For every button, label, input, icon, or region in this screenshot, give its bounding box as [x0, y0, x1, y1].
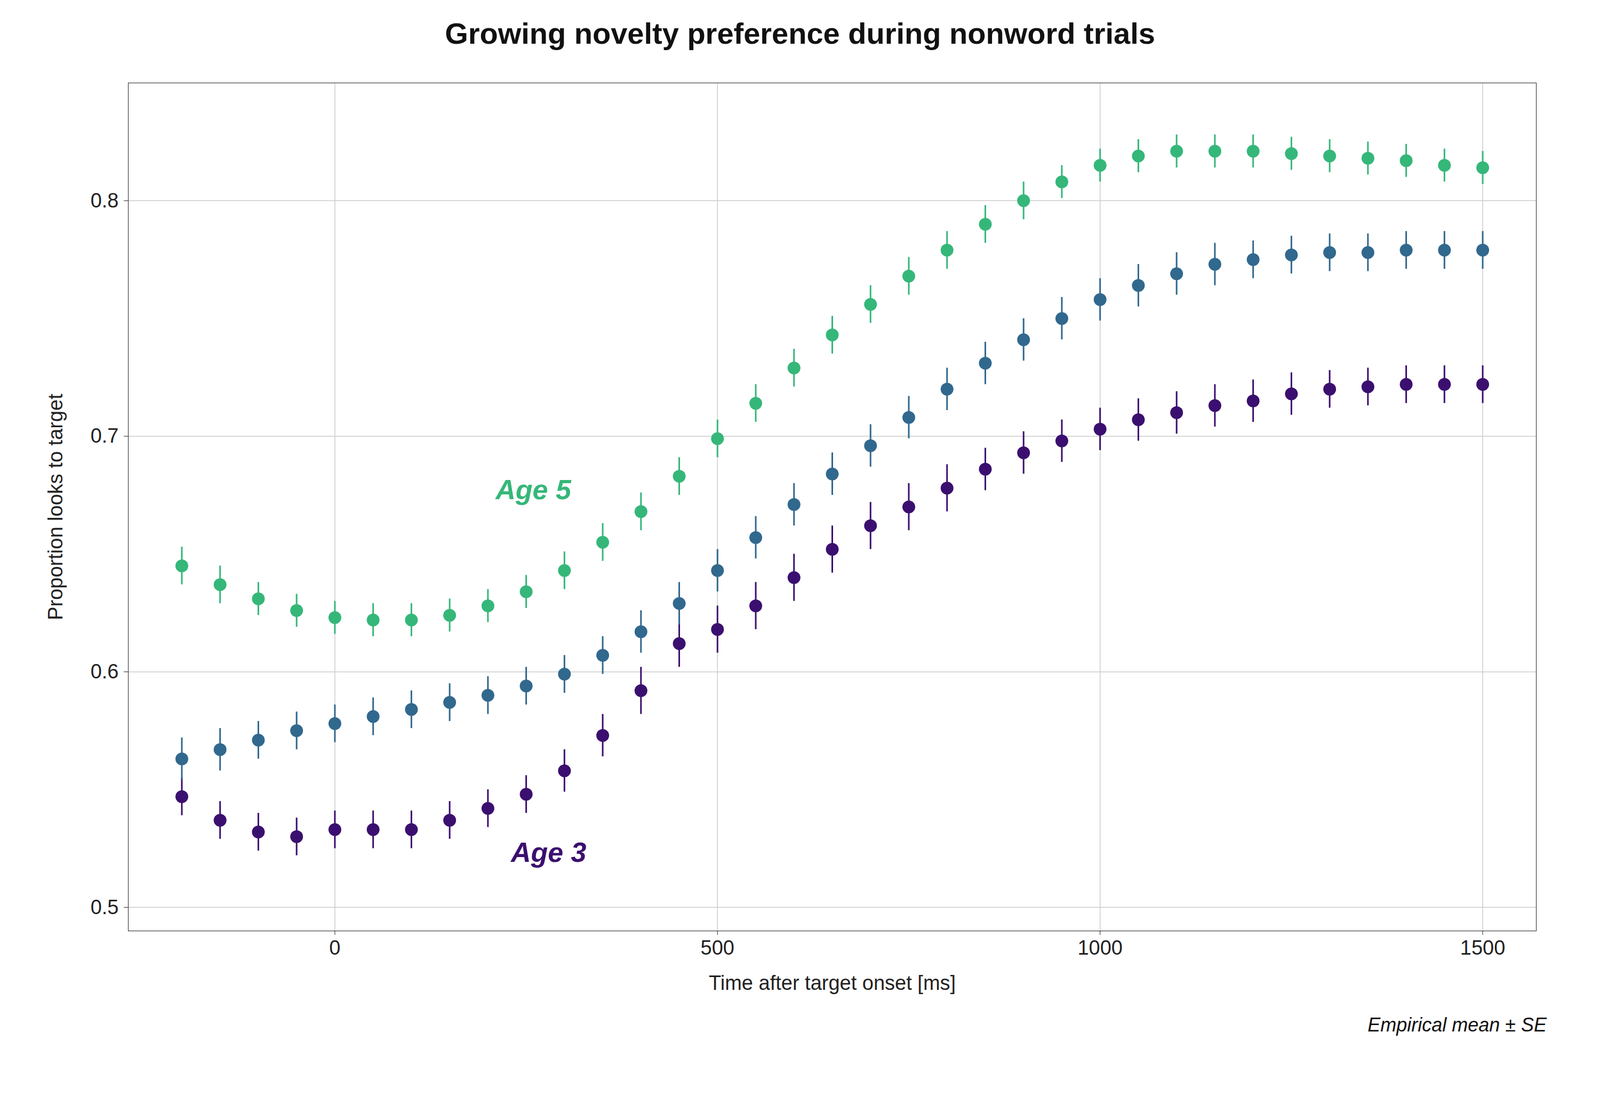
svg-text:0.5: 0.5	[90, 895, 119, 918]
svg-text:Proportion looks to target: Proportion looks to target	[44, 393, 67, 621]
svg-text:1500: 1500	[1460, 936, 1506, 959]
svg-text:1000: 1000	[1077, 936, 1123, 959]
svg-text:Age 5: Age 5	[494, 474, 572, 506]
html-text:Growing novelty preference dur: Growing novelty preference during nonwor…	[444, 16, 1156, 51]
svg-text:0.8: 0.8	[90, 188, 119, 212]
svg-text:500: 500	[700, 936, 735, 959]
svg-text:0: 0	[329, 936, 341, 959]
svg-text:Time after target onset [ms]: Time after target onset [ms]	[708, 971, 956, 995]
html-text:Empirical mean ± SE: Empirical mean ± SE	[1367, 1013, 1547, 1036]
svg-text:Age 3: Age 3	[509, 836, 587, 868]
svg-text:0.7: 0.7	[90, 424, 119, 447]
svg-text:0.6: 0.6	[90, 660, 119, 683]
